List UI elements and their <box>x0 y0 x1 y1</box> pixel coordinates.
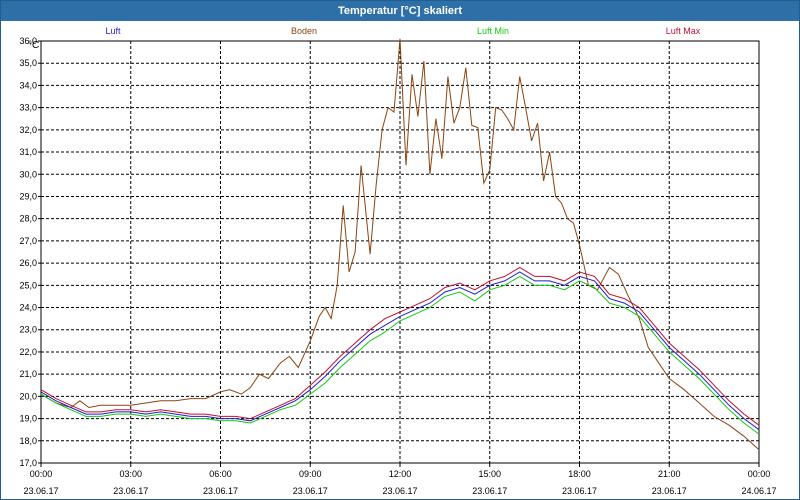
x-tick-time-label: 21:00 <box>658 469 681 479</box>
legend-item-luft-max: Luft Max <box>666 26 701 36</box>
x-tick-date-label: 23.06.17 <box>293 486 328 496</box>
x-tick-date-label: 23.06.17 <box>562 486 597 496</box>
x-tick-time-label: 09:00 <box>299 469 322 479</box>
y-tick-label: 28,0 <box>19 214 37 224</box>
x-tick-date-label: 23.06.17 <box>23 486 58 496</box>
y-tick-label: 33,0 <box>19 103 37 113</box>
y-tick-label: 26,0 <box>19 258 37 268</box>
x-tick-date-label: 24.06.17 <box>741 486 776 496</box>
y-tick-label: 20,0 <box>19 391 37 401</box>
y-tick-label: 34,0 <box>19 80 37 90</box>
y-tick-label: 21,0 <box>19 369 37 379</box>
x-tick-date-label: 23.06.17 <box>203 486 238 496</box>
series-line-boden <box>40 38 760 451</box>
y-tick-label: 27,0 <box>19 236 37 246</box>
legend-item-boden: Boden <box>291 26 317 36</box>
x-tick-date-label: 23.06.17 <box>652 486 687 496</box>
y-tick-label: 29,0 <box>19 191 37 201</box>
y-tick-label: 25,0 <box>19 280 37 290</box>
x-axis-ticks: 00:00 23.06.17 03:00 23.06.17 06:00 23.06.17 0… <box>23 463 777 496</box>
y-tick-label: 35,0 <box>19 58 37 68</box>
x-tick-time-label: 15:00 <box>478 469 501 479</box>
x-tick-time-label: 03:00 <box>119 469 142 479</box>
grid-lines <box>41 41 759 463</box>
y-tick-label: 31,0 <box>19 147 37 157</box>
y-axis-ticks: 17,0 18,0 19,0 20,0 21,0 22,0 23,0 24,0 25,0 26,0… <box>19 36 41 468</box>
x-tick-time-label: 18:00 <box>568 469 591 479</box>
y-tick-label: 18,0 <box>19 436 37 446</box>
y-axis-label: °C <box>28 40 39 51</box>
y-tick-label: 32,0 <box>19 125 37 135</box>
x-tick-time-label: 00:00 <box>748 469 771 479</box>
legend-item-luft: Luft <box>105 26 121 36</box>
y-tick-label: 36,0 <box>19 36 37 46</box>
window-title: Temperatur [°C] skaliert <box>1 1 799 21</box>
series-lines <box>40 38 760 451</box>
legend: Luft Boden Luft Min Luft Max <box>105 26 700 36</box>
y-tick-label: 17,0 <box>19 458 37 468</box>
series-line-luft <box>40 271 760 431</box>
x-tick-time-label: 06:00 <box>209 469 232 479</box>
series-line-luft-max <box>40 266 760 426</box>
legend-item-luft-min: Luft Min <box>477 26 509 36</box>
y-tick-label: 22,0 <box>19 347 37 357</box>
y-tick-label: 19,0 <box>19 414 37 424</box>
y-tick-label: 30,0 <box>19 169 37 179</box>
series-line-luft-min <box>40 275 760 435</box>
x-tick-time-label: 00:00 <box>30 469 53 479</box>
x-tick-date-label: 23.06.17 <box>472 486 507 496</box>
y-tick-label: 23,0 <box>19 325 37 335</box>
y-tick-label: 24,0 <box>19 303 37 313</box>
x-tick-time-label: 12:00 <box>389 469 412 479</box>
x-tick-date-label: 23.06.17 <box>113 486 148 496</box>
x-tick-date-label: 23.06.17 <box>382 486 417 496</box>
